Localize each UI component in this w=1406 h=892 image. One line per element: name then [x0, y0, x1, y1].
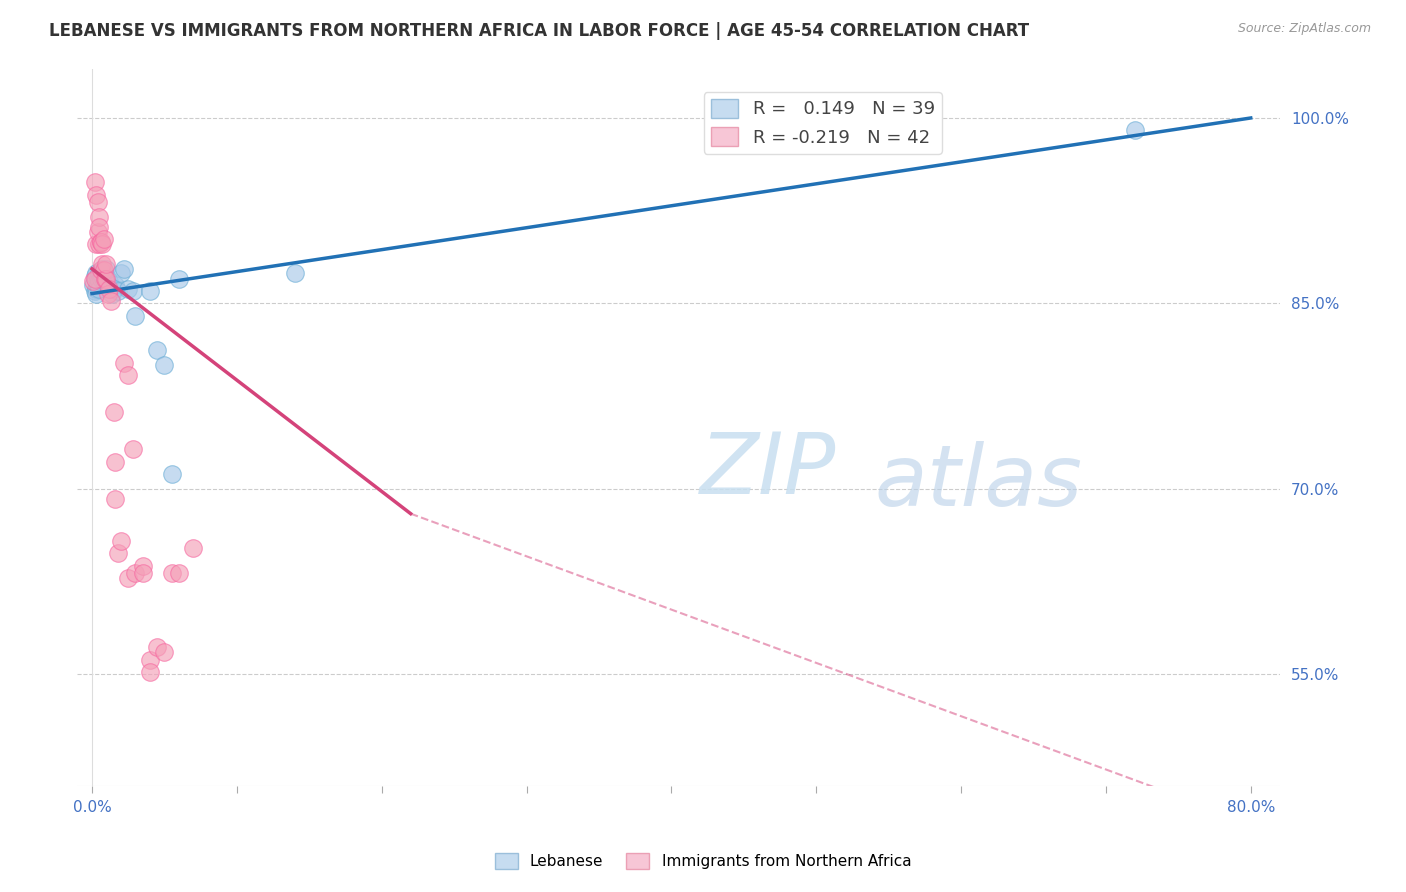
Point [112, 356, 135, 370]
Point [90, 266, 112, 280]
Text: LEBANESE VS IMMIGRANTS FROM NORTHERN AFRICA IN LABOR FORCE | AGE 45-54 CORRELATI: LEBANESE VS IMMIGRANTS FROM NORTHERN AFR… [49, 22, 1029, 40]
Point [91, 257, 114, 271]
Point [91, 269, 114, 284]
Point [117, 368, 139, 383]
Point [104, 455, 127, 469]
Text: ZIP: ZIP [700, 429, 837, 512]
Point [112, 261, 135, 276]
Point [124, 566, 146, 580]
Point [98, 274, 121, 288]
Point [100, 293, 122, 308]
Point [83, 271, 105, 285]
Text: Source: ZipAtlas.com: Source: ZipAtlas.com [1237, 22, 1371, 36]
Point [131, 566, 153, 580]
Point [91, 237, 114, 252]
Legend: R =   0.149   N = 39, R = -0.219   N = 42: R = 0.149 N = 39, R = -0.219 N = 42 [704, 92, 942, 154]
Point [89, 237, 111, 252]
Point [1123, 123, 1146, 137]
Point [89, 274, 111, 288]
Point [124, 309, 146, 323]
Point [284, 266, 307, 280]
Legend: Lebanese, Immigrants from Northern Africa: Lebanese, Immigrants from Northern Afric… [489, 847, 917, 875]
Point [86, 266, 108, 280]
Point [139, 284, 162, 298]
Point [96, 261, 118, 276]
Point [93, 263, 115, 277]
Text: atlas: atlas [875, 442, 1083, 524]
Point [91, 261, 114, 276]
Point [117, 282, 139, 296]
Point [93, 232, 115, 246]
Point [121, 442, 143, 457]
Point [94, 271, 117, 285]
Point [104, 491, 127, 506]
Point [110, 533, 132, 548]
Point [110, 266, 132, 280]
Point [101, 286, 124, 301]
Point [103, 282, 125, 296]
Point [139, 652, 162, 666]
Point [121, 284, 143, 298]
Point [89, 210, 111, 224]
Point [82, 274, 104, 288]
Point [86, 286, 108, 301]
Point [90, 263, 112, 277]
Point [89, 219, 111, 234]
Point [167, 271, 190, 285]
Point [160, 467, 183, 481]
Point [90, 271, 112, 285]
Point [98, 282, 121, 296]
Point [93, 266, 115, 280]
Point [139, 665, 162, 679]
Point [83, 269, 105, 284]
Point [94, 271, 117, 285]
Point [146, 640, 169, 655]
Point [96, 271, 118, 285]
Point [93, 274, 115, 288]
Point [83, 175, 105, 189]
Point [153, 645, 176, 659]
Point [146, 343, 169, 358]
Point [97, 286, 120, 301]
Point [86, 187, 108, 202]
Point [117, 571, 139, 585]
Point [87, 271, 110, 285]
Point [86, 282, 108, 296]
Point [90, 235, 112, 249]
Point [89, 282, 111, 296]
Point [87, 277, 110, 292]
Point [90, 235, 112, 249]
Point [167, 566, 190, 580]
Point [96, 274, 118, 288]
Point [89, 266, 111, 280]
Point [107, 284, 129, 298]
Point [104, 277, 127, 292]
Point [86, 237, 108, 252]
Point [82, 277, 104, 292]
Point [160, 566, 183, 580]
Point [131, 558, 153, 573]
Point [107, 546, 129, 560]
Point [103, 405, 125, 419]
Point [96, 257, 118, 271]
Point [87, 225, 110, 239]
Point [183, 541, 205, 556]
Point [97, 271, 120, 285]
Point [87, 195, 110, 210]
Point [153, 358, 176, 372]
Point [83, 284, 105, 298]
Point [100, 282, 122, 296]
